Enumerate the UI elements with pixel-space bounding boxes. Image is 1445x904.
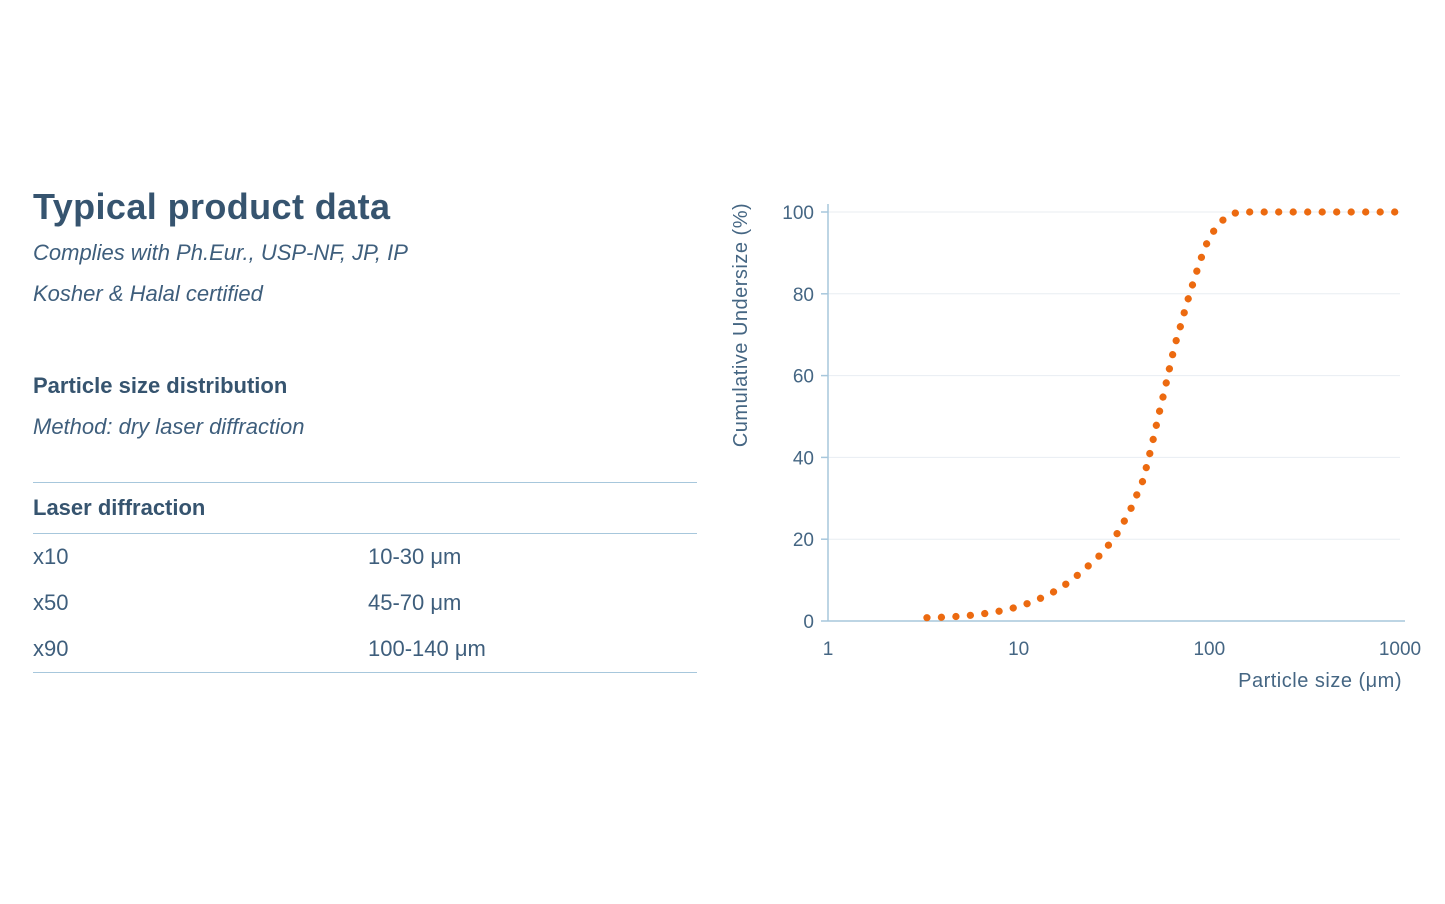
table-header: Laser diffraction (33, 483, 697, 534)
table-row: x50 45-70 μm (33, 580, 697, 626)
x-axis-title: Particle size (μm) (1238, 670, 1402, 692)
table-row: x90 100-140 μm (33, 626, 697, 673)
row-value: 10-30 μm (368, 544, 462, 569)
table-row: x10 10-30 μm (33, 534, 697, 580)
page-title: Typical product data (33, 186, 391, 227)
compliance-text-2: Kosher & Halal certified (33, 281, 263, 306)
row-label: x50 (33, 590, 69, 615)
cumulative-curve-dots (923, 208, 1404, 622)
compliance-text-1: Complies with Ph.Eur., USP-NF, JP, IP (33, 240, 408, 265)
row-label: x90 (33, 636, 69, 661)
x-tick-label: 1000 (1379, 639, 1421, 660)
x-tick-label: 10 (1008, 639, 1029, 660)
y-tick-label: 80 (793, 285, 814, 306)
laser-diffraction-table: Laser diffraction x10 10-30 μm x50 45-70… (33, 482, 697, 673)
y-tick-label: 40 (793, 448, 814, 469)
row-value: 100-140 μm (368, 636, 486, 661)
y-tick-label: 0 (803, 612, 814, 633)
y-tick-label: 20 (793, 530, 814, 551)
y-tick-label: 100 (782, 203, 814, 224)
x-tick-label: 1 (823, 639, 834, 660)
y-tick-label: 60 (793, 367, 814, 388)
row-value: 45-70 μm (368, 590, 462, 615)
method-text: Method: dry laser diffraction (33, 414, 305, 439)
row-label: x10 (33, 544, 69, 569)
section-heading-particle-size: Particle size distribution (33, 373, 288, 398)
y-axis-title: Cumulative Undersize (%) (730, 203, 752, 447)
x-tick-label: 100 (1193, 639, 1225, 660)
